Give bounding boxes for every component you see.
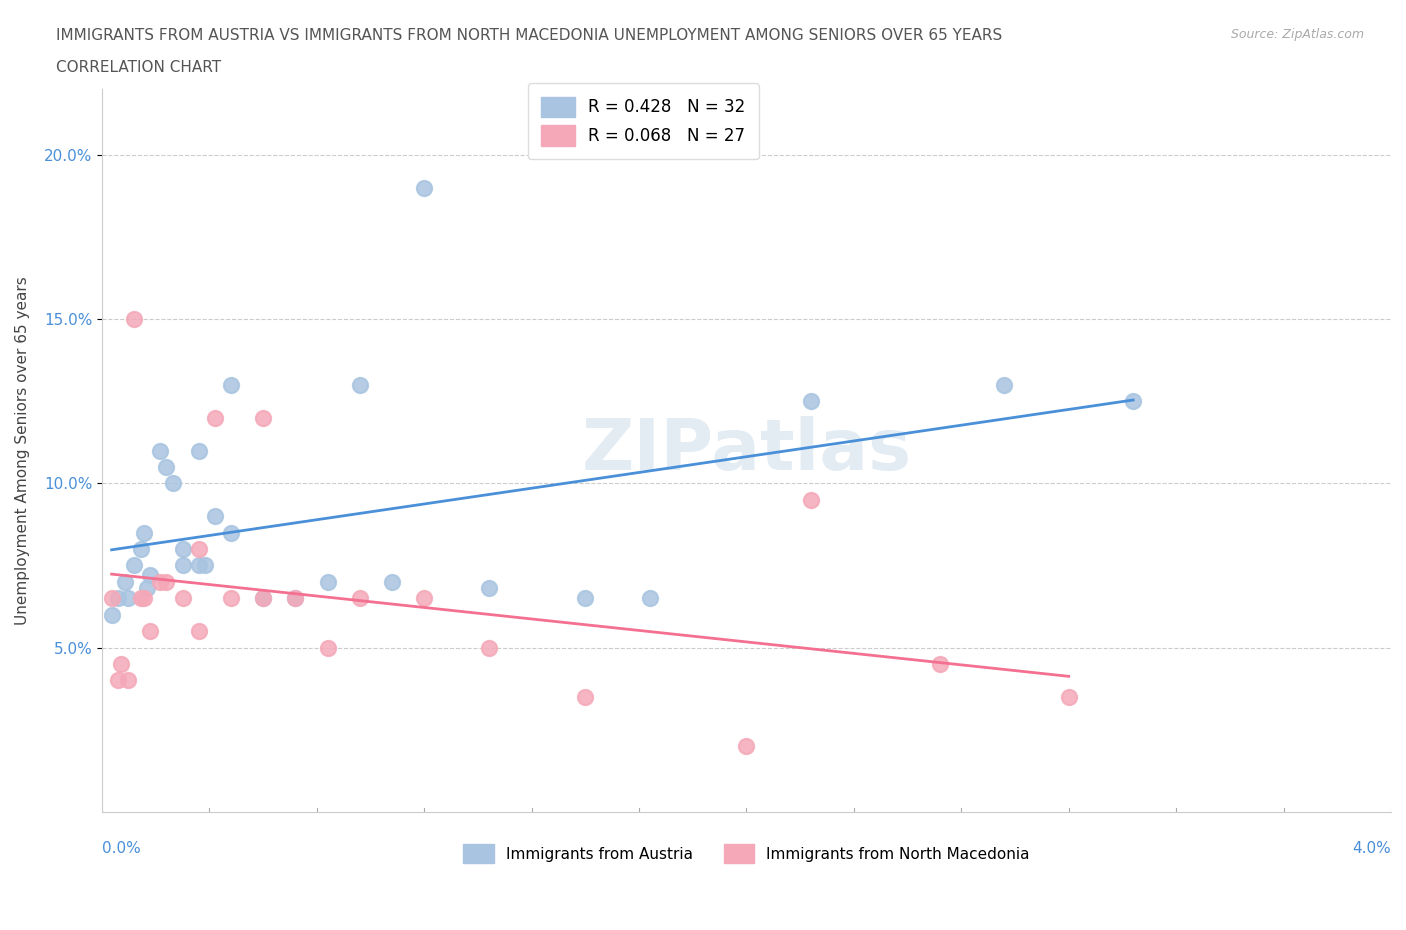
Point xyxy=(219,591,242,605)
Point xyxy=(928,657,950,671)
Text: CORRELATION CHART: CORRELATION CHART xyxy=(56,60,221,75)
Point xyxy=(129,541,152,556)
Point xyxy=(107,673,129,688)
Point xyxy=(155,459,177,474)
Point xyxy=(155,575,177,590)
Point xyxy=(117,673,139,688)
Point xyxy=(136,581,159,596)
Point xyxy=(172,591,194,605)
Point xyxy=(252,591,274,605)
Point xyxy=(316,575,339,590)
Point xyxy=(381,575,404,590)
Legend: Immigrants from Austria, Immigrants from North Macedonia: Immigrants from Austria, Immigrants from… xyxy=(457,838,1036,869)
Point xyxy=(100,591,122,605)
Point xyxy=(187,558,209,573)
Point xyxy=(316,640,339,655)
Point xyxy=(187,541,209,556)
Point xyxy=(187,443,209,458)
Point xyxy=(132,591,155,605)
Point xyxy=(194,558,217,573)
Point xyxy=(349,591,371,605)
Text: ZIPatlas: ZIPatlas xyxy=(582,416,911,485)
Point xyxy=(110,657,132,671)
Point xyxy=(139,624,162,639)
Point xyxy=(252,591,274,605)
Point xyxy=(284,591,307,605)
Point xyxy=(413,180,436,195)
Point xyxy=(139,568,162,583)
Point xyxy=(149,575,172,590)
Text: 4.0%: 4.0% xyxy=(1353,841,1391,856)
Y-axis label: Unemployment Among Seniors over 65 years: Unemployment Among Seniors over 65 years xyxy=(15,276,30,625)
Point xyxy=(284,591,307,605)
Point xyxy=(638,591,661,605)
Point xyxy=(129,591,152,605)
Point xyxy=(219,525,242,540)
Point xyxy=(252,410,274,425)
Point xyxy=(735,738,758,753)
Point xyxy=(122,558,145,573)
Point xyxy=(349,378,371,392)
Text: IMMIGRANTS FROM AUSTRIA VS IMMIGRANTS FROM NORTH MACEDONIA UNEMPLOYMENT AMONG SE: IMMIGRANTS FROM AUSTRIA VS IMMIGRANTS FR… xyxy=(56,28,1002,43)
Point xyxy=(149,443,172,458)
Point xyxy=(219,378,242,392)
Point xyxy=(1122,394,1144,409)
Text: Source: ZipAtlas.com: Source: ZipAtlas.com xyxy=(1230,28,1364,41)
Point xyxy=(187,624,209,639)
Point xyxy=(204,509,226,524)
Point xyxy=(100,607,122,622)
Point xyxy=(574,591,596,605)
Point xyxy=(122,312,145,326)
Point xyxy=(1057,689,1080,704)
Point xyxy=(117,591,139,605)
Point xyxy=(107,591,129,605)
Point xyxy=(413,591,436,605)
Point xyxy=(800,394,823,409)
Point xyxy=(114,575,136,590)
Point xyxy=(800,492,823,507)
Point xyxy=(478,640,501,655)
Point xyxy=(993,378,1015,392)
Point xyxy=(172,558,194,573)
Text: 0.0%: 0.0% xyxy=(103,841,141,856)
Point xyxy=(162,476,184,491)
Point xyxy=(204,410,226,425)
Point xyxy=(132,525,155,540)
Point xyxy=(172,541,194,556)
Point xyxy=(478,581,501,596)
Point xyxy=(574,689,596,704)
